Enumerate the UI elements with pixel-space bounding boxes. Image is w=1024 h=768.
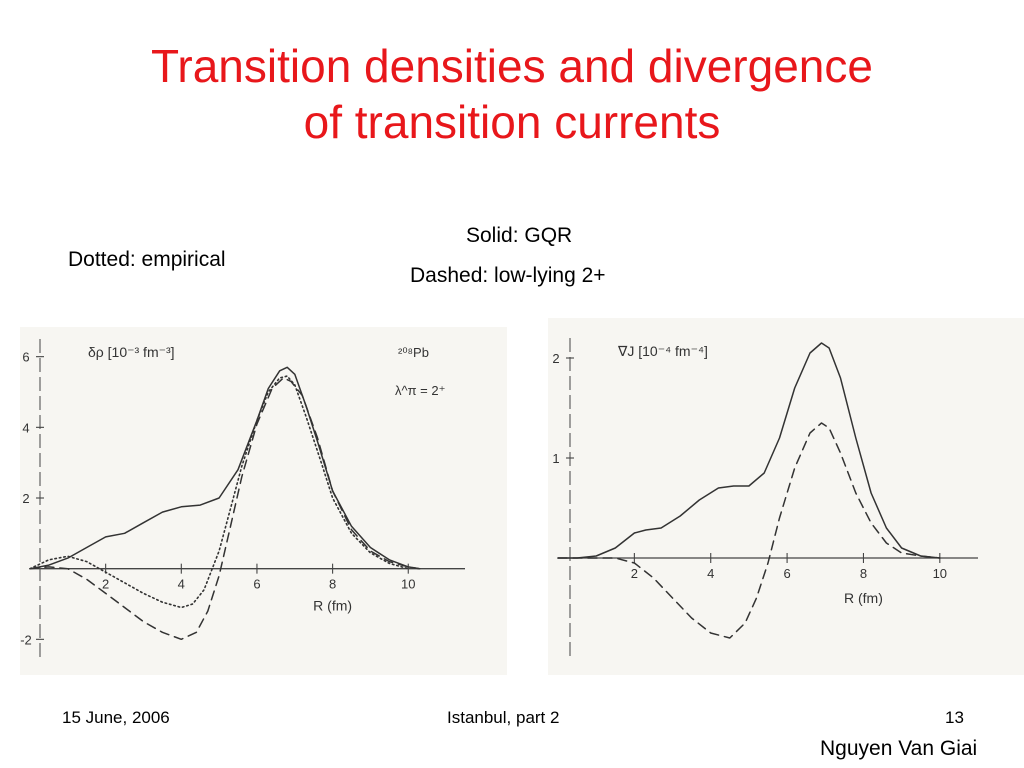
legend-solid-label: Solid: GQR [466, 224, 573, 247]
y-tick-label: 2 [22, 491, 29, 506]
slide-title-line-1: Transition densities and divergence [151, 40, 873, 92]
slide-title-line-2: of transition currents [303, 96, 721, 148]
x-axis-label: R (fm) [313, 598, 352, 614]
footer-page-number: 13 [945, 708, 964, 727]
state-annotation: λ^π = 2⁺ [395, 383, 445, 398]
x-axis-label: R (fm) [844, 590, 883, 606]
footer-date: 15 June, 2006 [62, 708, 170, 727]
x-tick-label: 2 [102, 577, 109, 592]
y-tick-label: 4 [22, 420, 29, 435]
legend-dashed-label: Dashed: low-lying 2+ [410, 264, 606, 287]
x-tick-label: 6 [253, 577, 260, 592]
x-tick-label: 10 [401, 577, 415, 592]
x-tick-label: 10 [933, 566, 947, 581]
x-tick-label: 2 [631, 566, 638, 581]
x-tick-label: 8 [329, 577, 336, 592]
legend-dotted-label: Dotted: empirical [68, 248, 226, 271]
series-line-solid [557, 342, 941, 559]
series-line-dashed [29, 377, 421, 641]
y-tick-label: 2 [552, 351, 559, 366]
y-tick-label: -2 [20, 632, 32, 647]
transition-density-chart: 2 4 6 8 10 -2 2 4 6 δρ [10⁻³ fm⁻³] R (fm) ²⁰⁸Pb λ^π … [20, 339, 465, 657]
author-name: Nguyen Van Giai [820, 737, 978, 760]
y-axis-label: ∇J [10⁻⁴ fm⁻⁴] [617, 343, 708, 359]
x-tick-label: 4 [178, 577, 185, 592]
series-line-dashed [557, 422, 941, 639]
x-tick-label: 6 [783, 566, 790, 581]
series-line-dotted [29, 375, 410, 609]
x-tick-label: 8 [860, 566, 867, 581]
right-chart-panel: 2 4 6 8 10 1 2 ∇J [10⁻⁴ fm⁻⁴] R (fm) [548, 318, 1024, 675]
x-tick-label: 4 [707, 566, 714, 581]
slide-title: Transition densities and divergence of t… [0, 38, 1024, 150]
nucleus-annotation: ²⁰⁸Pb [398, 345, 429, 360]
series-line-solid [29, 366, 421, 570]
y-tick-label: 6 [22, 350, 29, 365]
left-chart-panel: 2 4 6 8 10 -2 2 4 6 δρ [10⁻³ fm⁻³] R (fm) ²⁰⁸Pb λ^π … [20, 327, 507, 675]
y-axis-label: δρ [10⁻³ fm⁻³] [88, 344, 175, 360]
y-tick-label: 1 [552, 451, 559, 466]
footer-center: Istanbul, part 2 [447, 708, 560, 727]
